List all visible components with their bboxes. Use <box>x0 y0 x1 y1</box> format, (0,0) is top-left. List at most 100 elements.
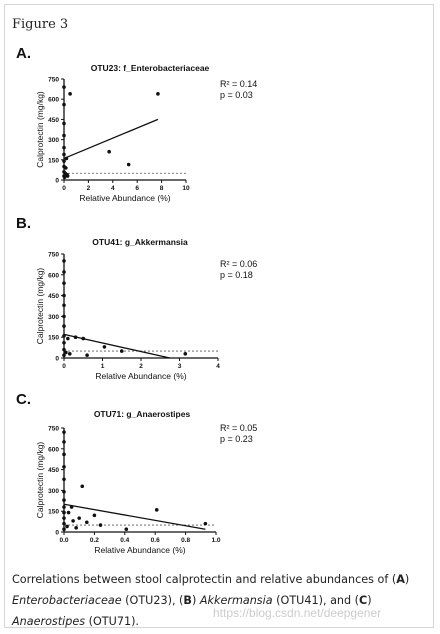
caption-after-c: ) <box>367 594 372 607</box>
y-tick-label: 0 <box>55 530 59 537</box>
caption-label-a: A <box>396 573 405 586</box>
data-point <box>62 145 66 150</box>
data-point <box>64 166 68 170</box>
data-point <box>62 527 66 532</box>
caption-prefix: Correlations between stool calprotectin … <box>12 573 397 586</box>
data-point <box>69 505 74 509</box>
y-tick-label: 150 <box>48 157 59 164</box>
x-tick-label: 4 <box>111 185 115 192</box>
data-point <box>62 452 66 457</box>
r-squared-label: R² = 0.05 <box>220 423 257 433</box>
data-point <box>92 513 97 518</box>
data-point <box>62 505 66 509</box>
data-point <box>154 508 159 512</box>
data-point <box>62 334 66 338</box>
data-point <box>62 303 66 308</box>
data-point <box>62 270 66 274</box>
y-axis-label: Calprotectin (mg/kg) <box>35 268 45 345</box>
chart-title: OTU41: g_Akkermansia <box>92 237 188 247</box>
caption-taxon-b: Akkermansia <box>199 594 273 607</box>
x-axis-label: Relative Abundance (%) <box>95 371 186 381</box>
data-point <box>66 510 71 515</box>
y-axis-label: Calprotectin (mg/kg) <box>35 442 45 519</box>
figure-frame <box>4 4 434 628</box>
y-tick-label: 150 <box>48 335 59 342</box>
data-point <box>62 259 66 263</box>
data-point <box>62 102 66 107</box>
data-point <box>62 324 66 328</box>
data-point <box>64 156 69 161</box>
x-tick-label: 6 <box>135 185 139 192</box>
data-point <box>62 510 66 515</box>
data-point <box>73 335 78 340</box>
data-point <box>62 159 66 163</box>
data-point <box>98 523 103 527</box>
p-value-label: p = 0.03 <box>220 90 253 100</box>
data-point <box>62 489 66 494</box>
data-point <box>124 527 129 532</box>
x-tick-label: 0.2 <box>90 537 99 544</box>
caption-label-c: C <box>359 594 368 607</box>
x-tick-label: 1 <box>101 363 105 370</box>
y-tick-label: 750 <box>48 77 59 84</box>
data-point <box>102 345 107 349</box>
data-point <box>62 477 66 482</box>
caption-otu-c: (OTU71). <box>85 615 139 628</box>
data-point <box>62 281 66 285</box>
data-point <box>62 430 66 434</box>
r-squared-label: R² = 0.14 <box>220 79 257 89</box>
caption-taxon-a: Enterobacteriaceae <box>12 594 122 607</box>
x-tick-label: 0.6 <box>151 537 160 544</box>
data-point <box>77 516 81 520</box>
data-point <box>62 440 66 444</box>
caption-otu-a: (OTU23), ( <box>121 594 184 607</box>
x-tick-label: 0.8 <box>181 537 190 544</box>
data-point <box>85 353 89 358</box>
r-squared-label: R² = 0.06 <box>220 259 257 269</box>
y-tick-label: 300 <box>48 137 59 144</box>
x-tick-label: 2 <box>139 363 143 370</box>
data-point <box>67 352 72 356</box>
regression-line <box>63 503 206 530</box>
x-tick-label: 10 <box>182 185 190 192</box>
panel-label: A. <box>16 45 31 62</box>
data-point <box>81 336 86 341</box>
y-tick-label: 450 <box>48 467 59 474</box>
data-point <box>80 484 85 489</box>
data-point <box>62 465 66 469</box>
data-point <box>62 521 66 526</box>
panel-label: B. <box>16 215 31 232</box>
data-point <box>62 293 66 298</box>
watermark-text: https://blog.csdn.net/deepgener <box>213 606 382 620</box>
y-tick-label: 0 <box>55 178 59 185</box>
x-tick-label: 0.0 <box>59 537 68 544</box>
x-tick-label: 8 <box>160 185 164 192</box>
data-point <box>71 519 75 523</box>
data-point <box>107 149 111 154</box>
data-point <box>183 352 188 356</box>
data-point <box>68 92 72 96</box>
x-axis-label: Relative Abundance (%) <box>79 193 170 203</box>
caption-after-a: ) <box>404 573 410 586</box>
data-point <box>64 350 68 355</box>
data-point <box>62 133 66 138</box>
regression-line <box>63 118 159 160</box>
data-point <box>66 336 70 341</box>
y-tick-label: 300 <box>48 488 59 495</box>
caption-after-b: ) <box>191 594 200 607</box>
data-point <box>126 162 131 167</box>
p-value-label: p = 0.23 <box>220 434 253 444</box>
x-tick-label: 0 <box>62 363 66 370</box>
x-tick-label: 1.0 <box>211 537 220 544</box>
x-tick-label: 3 <box>178 363 182 370</box>
figure-caption: Correlations between stool calprotectin … <box>12 569 424 632</box>
y-tick-label: 600 <box>48 272 59 279</box>
data-point <box>62 85 66 89</box>
data-point <box>65 174 70 178</box>
panel-label: C. <box>16 391 31 408</box>
data-point <box>62 152 66 157</box>
x-tick-label: 2 <box>87 185 91 192</box>
data-point <box>62 516 66 520</box>
data-point <box>62 175 67 180</box>
